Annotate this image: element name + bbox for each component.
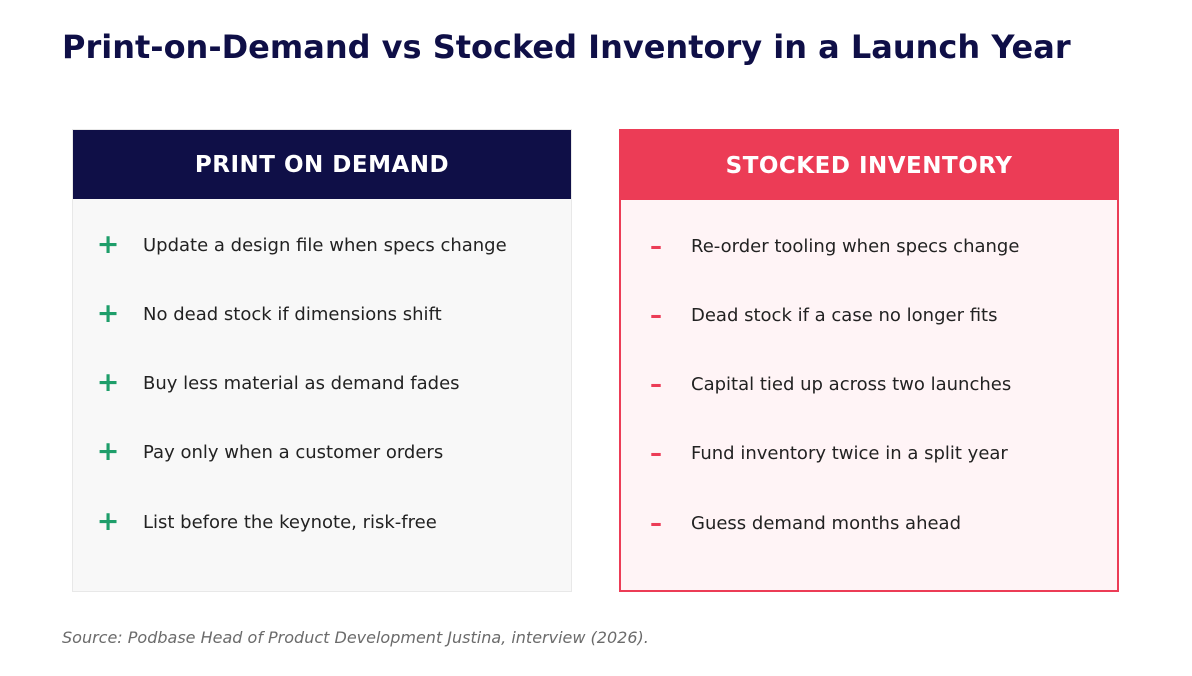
plus-icon: + bbox=[96, 367, 120, 398]
item-text: Pay only when a customer orders bbox=[143, 441, 444, 463]
item-text: No dead stock if dimensions shift bbox=[143, 303, 442, 325]
item-text: List before the keynote, risk-free bbox=[143, 511, 437, 533]
print-on-demand-header: PRINT ON DEMAND bbox=[73, 130, 571, 199]
plus-icon: + bbox=[96, 436, 120, 467]
item-text: Guess demand months ahead bbox=[691, 512, 962, 534]
minus-icon: – bbox=[650, 370, 662, 398]
minus-icon: – bbox=[650, 439, 662, 467]
list-item: – Dead stock if a case no longer fits bbox=[621, 300, 997, 330]
item-text: Capital tied up across two launches bbox=[691, 373, 1012, 395]
plus-icon: + bbox=[96, 506, 120, 537]
list-item: – Capital tied up across two launches bbox=[621, 369, 1011, 399]
item-text: Dead stock if a case no longer fits bbox=[691, 304, 998, 326]
list-item: + Update a design file when specs change bbox=[73, 230, 507, 260]
item-text: Fund inventory twice in a split year bbox=[691, 442, 1008, 464]
item-text: Buy less material as demand fades bbox=[143, 372, 460, 394]
page-title: Print-on-Demand vs Stocked Inventory in … bbox=[62, 28, 1071, 66]
minus-icon: – bbox=[650, 509, 662, 537]
plus-icon: + bbox=[96, 298, 120, 329]
list-item: – Re-order tooling when specs change bbox=[621, 231, 1019, 261]
list-item: – Fund inventory twice in a split year bbox=[621, 438, 1008, 468]
stocked-inventory-header: STOCKED INVENTORY bbox=[621, 131, 1117, 200]
list-item: + Buy less material as demand fades bbox=[73, 368, 460, 398]
list-item: + Pay only when a customer orders bbox=[73, 436, 444, 467]
print-on-demand-panel: PRINT ON DEMAND + Update a design file w… bbox=[72, 129, 572, 592]
minus-icon: – bbox=[650, 301, 662, 329]
source-note: Source: Podbase Head of Product Developm… bbox=[62, 628, 649, 647]
list-item: – Guess demand months ahead bbox=[621, 508, 961, 538]
plus-icon: + bbox=[96, 229, 120, 260]
item-text: Re-order tooling when specs change bbox=[691, 235, 1020, 257]
list-item: + List before the keynote, risk-free bbox=[73, 507, 437, 537]
stocked-inventory-panel: STOCKED INVENTORY – Re-order tooling whe… bbox=[619, 129, 1119, 592]
list-item: + No dead stock if dimensions shift bbox=[73, 299, 442, 329]
minus-icon: – bbox=[650, 232, 662, 260]
item-text: Update a design file when specs change bbox=[143, 234, 507, 256]
